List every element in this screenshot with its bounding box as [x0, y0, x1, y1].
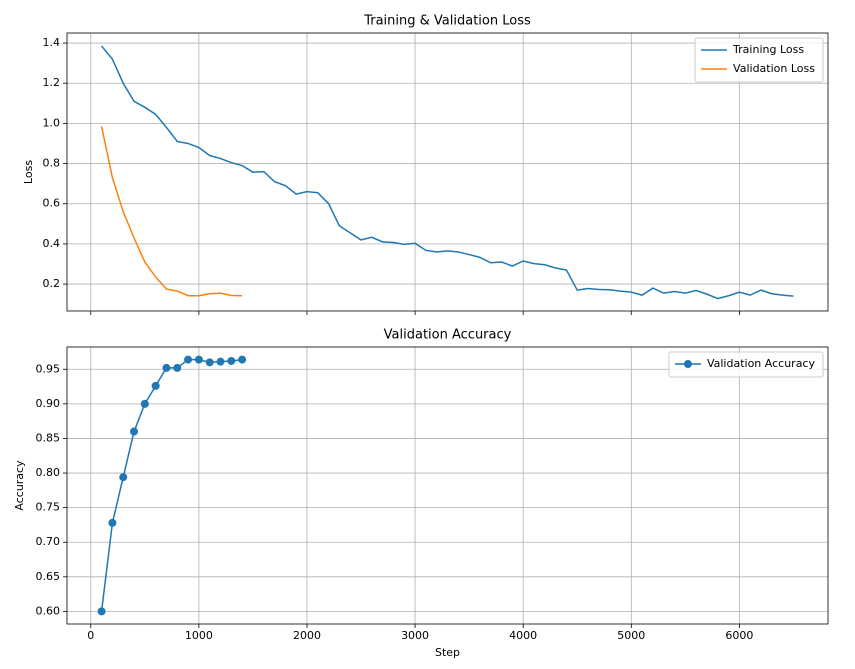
- x-tick-label: 4000: [509, 629, 537, 642]
- data-point: [130, 427, 139, 436]
- y-tick-label: 0.6: [43, 197, 61, 210]
- y-tick-label: 0.90: [36, 397, 61, 410]
- data-point: [238, 355, 247, 364]
- data-point: [184, 355, 193, 364]
- x-axis-label: Step: [435, 646, 460, 659]
- data-point: [162, 363, 171, 372]
- legend-frame: [694, 37, 824, 83]
- chart-title: Training & Validation Loss: [363, 14, 531, 29]
- data-point: [173, 363, 182, 372]
- x-tick-label: 2000: [293, 629, 321, 642]
- data-point: [227, 356, 236, 365]
- plot-frame: [66, 32, 829, 312]
- x-tick-label: 3000: [401, 629, 429, 642]
- legend-label: Training Loss: [732, 43, 804, 56]
- legend-label: Validation Loss: [733, 62, 815, 75]
- plot-frame: [66, 346, 829, 625]
- data-point: [119, 473, 128, 482]
- legend: Training Loss Validation Loss: [694, 37, 824, 83]
- legend: Validation Accuracy: [668, 351, 824, 378]
- data-point: [216, 357, 225, 366]
- data-point: [194, 355, 203, 364]
- data-point: [205, 358, 214, 367]
- y-tick-label: 0.85: [36, 431, 61, 444]
- y-axis-label: Loss: [22, 160, 35, 184]
- x-tick-label: 1000: [185, 629, 213, 642]
- y-tick-label: 1.0: [43, 116, 61, 129]
- x-tick-label: 6000: [725, 629, 753, 642]
- y-tick-label: 0.60: [36, 604, 61, 617]
- y-tick-label: 0.2: [43, 277, 61, 290]
- series-line: [100, 126, 243, 297]
- x-tick-label: 5000: [617, 629, 645, 642]
- y-tick-label: 0.4: [43, 237, 61, 250]
- data-point: [108, 518, 117, 527]
- legend-frame: [668, 351, 824, 378]
- series-line: [101, 45, 794, 300]
- data-point: [151, 381, 160, 390]
- y-tick-label: 0.75: [36, 501, 61, 514]
- y-tick-label: 1.4: [43, 36, 61, 49]
- legend-marker: [683, 360, 692, 368]
- y-tick-label: 0.80: [36, 466, 61, 479]
- y-tick-label: 0.95: [36, 362, 61, 375]
- y-tick-label: 1.2: [43, 76, 61, 89]
- y-axis-label: Accuracy: [13, 460, 26, 511]
- series-line: [100, 358, 243, 612]
- data-point: [97, 607, 106, 616]
- data-point: [140, 399, 149, 408]
- y-tick-label: 0.8: [43, 157, 61, 170]
- chart-title: Validation Accuracy: [384, 328, 512, 343]
- x-tick-label: 0: [87, 629, 94, 642]
- y-tick-label: 0.65: [36, 570, 61, 583]
- y-tick-label: 0.70: [36, 535, 61, 548]
- legend-label: Validation Accuracy: [707, 357, 816, 370]
